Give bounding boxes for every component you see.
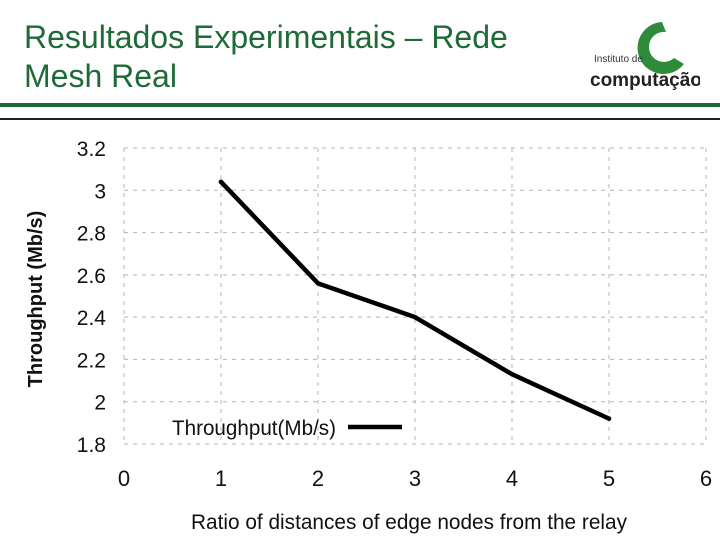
- y-tick-label: 2.2: [77, 349, 106, 372]
- title-rule-thin: [0, 118, 720, 120]
- x-tick-label: 3: [409, 466, 421, 491]
- logo-large-text: computação: [590, 70, 700, 91]
- legend-layer: Throughput(Mb/s): [172, 417, 402, 440]
- logo-emblem-mark: [637, 22, 684, 74]
- x-tick-label: 6: [700, 466, 712, 491]
- logo-small-text: Instituto de: [594, 54, 643, 65]
- y-tick-label: 2: [94, 392, 106, 415]
- x-tick-label: 2: [312, 466, 324, 491]
- logo-mark-text: uff: [668, 42, 681, 53]
- y-tick-label: 3: [94, 180, 106, 203]
- x-axis-title: Ratio of distances of edge nodes from th…: [191, 511, 627, 534]
- y-tick-label: 2.6: [77, 265, 106, 288]
- series-layer: [218, 179, 612, 421]
- data-point: [509, 372, 515, 377]
- x-tick-label: 0: [118, 466, 130, 491]
- x-tick-label: 1: [215, 466, 227, 491]
- slide-title: Resultados Experimentais – Rede Mesh Rea…: [24, 19, 508, 94]
- data-point: [606, 416, 612, 421]
- y-tick-label: 1.8: [77, 434, 106, 457]
- data-point: [315, 281, 321, 286]
- data-point: [218, 179, 224, 185]
- y-tick-label: 3.2: [77, 138, 106, 161]
- y-axis-title: Throughput (Mb/s): [25, 211, 47, 388]
- y-tick-label: 2.8: [77, 223, 106, 246]
- institute-logo: uff Instituto de computação: [590, 22, 700, 91]
- y-tick-label: 2.4: [77, 307, 107, 330]
- axis-layer: 1.8 2 2.2 2.4 2.6 2.8 3 3.2 0 1 2 3 4 5 6 Ratio of dist…: [25, 138, 712, 534]
- title-rule-thick: [0, 103, 720, 107]
- x-tick-label: 4: [506, 466, 518, 491]
- throughput-chart: 1.8 2 2.2 2.4 2.6 2.8 3 3.2 0 1 2 3 4 5 6 Ratio of dist…: [25, 138, 712, 534]
- grid-layer: [123, 147, 707, 445]
- data-point: [412, 314, 418, 320]
- x-tick-label: 5: [603, 466, 615, 491]
- legend-label: Throughput(Mb/s): [172, 417, 336, 440]
